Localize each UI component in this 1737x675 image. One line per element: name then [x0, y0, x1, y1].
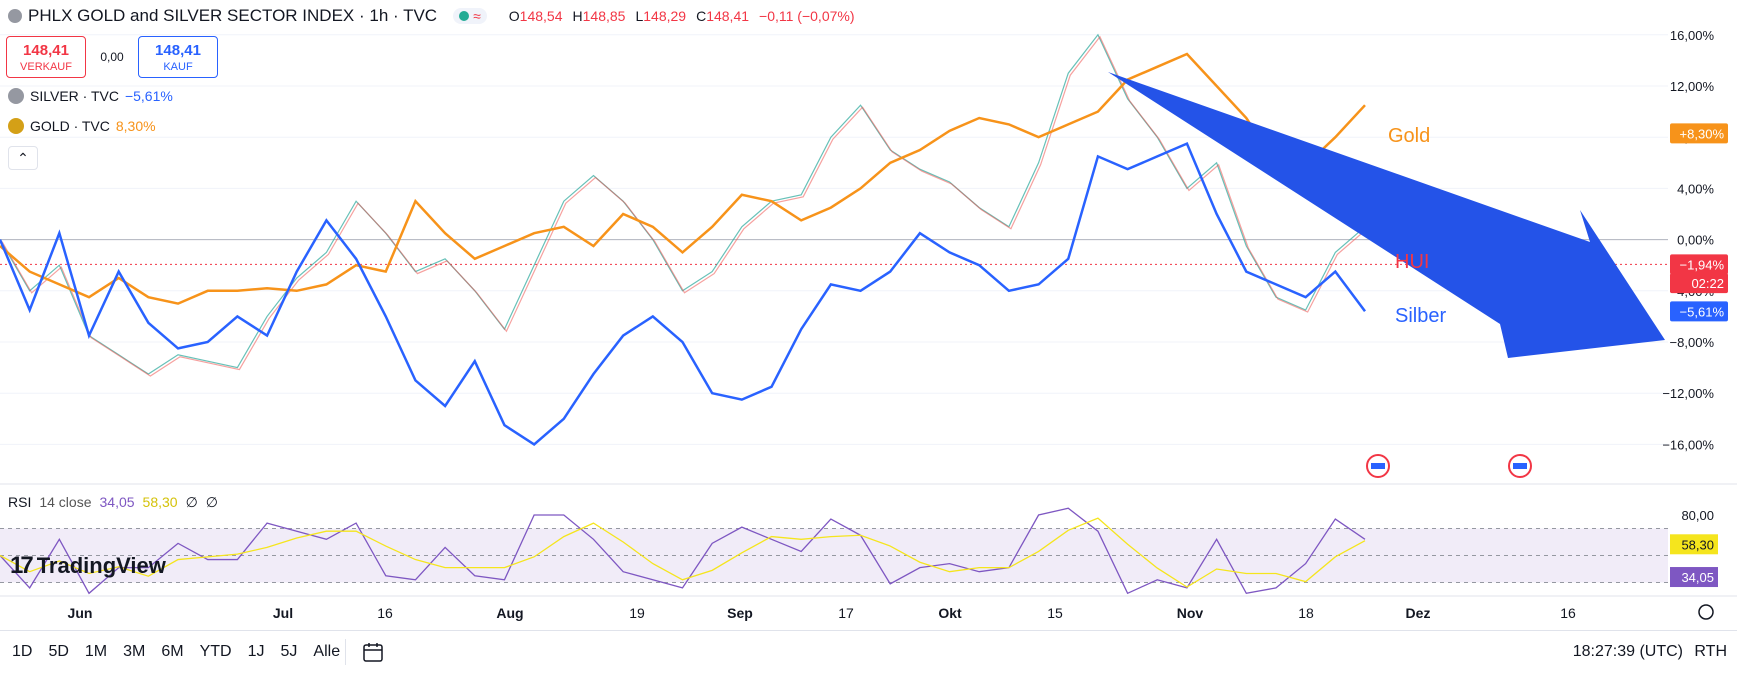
range-alle[interactable]: Alle — [313, 643, 341, 660]
rsi-tick-label: 80,00 — [1681, 508, 1714, 523]
hui-candles-red — [1, 35, 1368, 377]
range-1d[interactable]: 1D — [12, 643, 33, 660]
tradingview-logo[interactable]: 17 TradingView — [10, 552, 166, 579]
wave-icon: ≈ — [473, 8, 481, 24]
rsi-tag-label: 58,30 — [1681, 537, 1714, 552]
trend-arrow[interactable] — [1108, 72, 1665, 358]
rsi-tag — [1670, 534, 1718, 555]
time-tick-label: Dez — [1406, 605, 1431, 621]
y-tick-label: −8,00% — [1670, 335, 1715, 350]
buy-button[interactable]: 148,41 KAUF — [138, 36, 218, 78]
price-tag — [1670, 301, 1728, 322]
ohlc-values: O148,54 H148,85 L148,29 C148,41 −0,11 (−… — [508, 8, 855, 24]
gold-icon — [8, 118, 24, 134]
time-tick-label: 16 — [377, 605, 393, 621]
legend-gold[interactable]: GOLD · TVC 8,30% — [8, 118, 156, 134]
rsi-ma-line — [0, 517, 1366, 588]
toolbar-divider — [345, 639, 346, 665]
gold-annotation[interactable]: Gold — [1388, 125, 1430, 147]
time-tick-label: 16 — [1560, 605, 1576, 621]
symbol-icon — [8, 9, 22, 23]
range-ytd[interactable]: YTD — [199, 643, 232, 660]
silver-series-line — [0, 141, 1367, 446]
chevron-up-icon: ⌃ — [17, 150, 29, 166]
time-tick-label: 15 — [1047, 605, 1063, 621]
rsi-legend[interactable]: RSI 14 close 34,05 58,30 ∅ ∅ — [8, 494, 218, 510]
legend-silver[interactable]: SILVER · TVC −5,61% — [8, 88, 173, 104]
price-tag — [1670, 254, 1728, 275]
price-tag-label: −5,61% — [1680, 304, 1725, 319]
time-tick-label: 18 — [1298, 605, 1314, 621]
range-5j[interactable]: 5J — [280, 643, 298, 660]
y-tick-label: 12,00% — [1670, 79, 1715, 94]
y-tick-label: −12,00% — [1662, 386, 1714, 401]
change-value: −0,11 (−0,07%) — [759, 8, 855, 24]
range-5d[interactable]: 5D — [48, 643, 69, 660]
time-tick-label: Jun — [68, 605, 93, 621]
symbol-title[interactable]: PHLX GOLD and SILVER SECTOR INDEX · 1h ·… — [28, 6, 438, 25]
range-1m[interactable]: 1M — [84, 643, 108, 660]
rsi-line — [0, 507, 1366, 595]
silver-icon — [8, 88, 24, 104]
gold-series-line — [0, 52, 1366, 305]
price-tag-label: 02:22 — [1691, 276, 1724, 291]
range-1j[interactable]: 1J — [247, 643, 265, 660]
market-open-icon — [459, 11, 470, 21]
time-tick-label: Jul — [273, 605, 293, 621]
bottom-toolbar: 1D 5D 1M 3M 6M YTD 1J 5J Alle 18:27:39 (UTC) RTH — [0, 630, 1737, 675]
market-status-pill[interactable]: ≈ — [453, 8, 487, 24]
time-tick-label: Nov — [1177, 605, 1204, 621]
y-tick-label: 4,00% — [1677, 181, 1714, 196]
settings-gear-icon[interactable] — [1698, 604, 1714, 620]
us-event-flag-icon-inner — [1371, 463, 1385, 469]
trade-buttons: 148,41 VERKAUF 0,00 148,41 KAUF — [6, 36, 218, 78]
time-tick-label: Okt — [938, 605, 962, 621]
time-tick-label: Sep — [727, 605, 753, 621]
silver-annotation[interactable]: Silber — [1395, 305, 1446, 327]
us-event-flag-icon-inner — [1513, 463, 1527, 469]
range-6m[interactable]: 6M — [161, 643, 184, 660]
y-tick-label: 0,00% — [1677, 233, 1714, 248]
range-selector: 1D 5D 1M 3M 6M YTD 1J 5J Alle — [12, 643, 340, 661]
chart-header: PHLX GOLD and SILVER SECTOR INDEX · 1h ·… — [8, 6, 855, 26]
price-tag-label: −1,94% — [1680, 257, 1725, 272]
calendar-icon[interactable] — [362, 641, 384, 663]
y-tick-label: 16,00% — [1670, 28, 1715, 43]
time-tick-label: Aug — [496, 605, 523, 621]
time-tick-label: 19 — [629, 605, 645, 621]
price-tag-label: +8,30% — [1680, 126, 1725, 141]
clock-time[interactable]: 18:27:39 (UTC) — [1572, 643, 1683, 660]
sell-button[interactable]: 148,41 VERKAUF — [6, 36, 86, 78]
chart-canvas[interactable]: 16,00%12,00%8,00%4,00%0,00%−4,00%−8,00%−… — [0, 0, 1737, 630]
time-tick-label: 17 — [838, 605, 854, 621]
spread-value: 0,00 — [100, 50, 124, 64]
rsi-tag-label: 34,05 — [1681, 570, 1714, 585]
price-tag — [1670, 273, 1728, 294]
session-toggle[interactable]: RTH — [1694, 643, 1727, 660]
tradingview-logo-icon: 17 — [10, 552, 34, 579]
collapse-legend-button[interactable]: ⌃ — [8, 146, 38, 170]
price-tag — [1670, 123, 1728, 144]
rsi-tag — [1670, 567, 1718, 588]
range-3m[interactable]: 3M — [123, 643, 146, 660]
y-tick-label: −16,00% — [1662, 437, 1714, 452]
hui-annotation[interactable]: HUI — [1395, 251, 1429, 273]
